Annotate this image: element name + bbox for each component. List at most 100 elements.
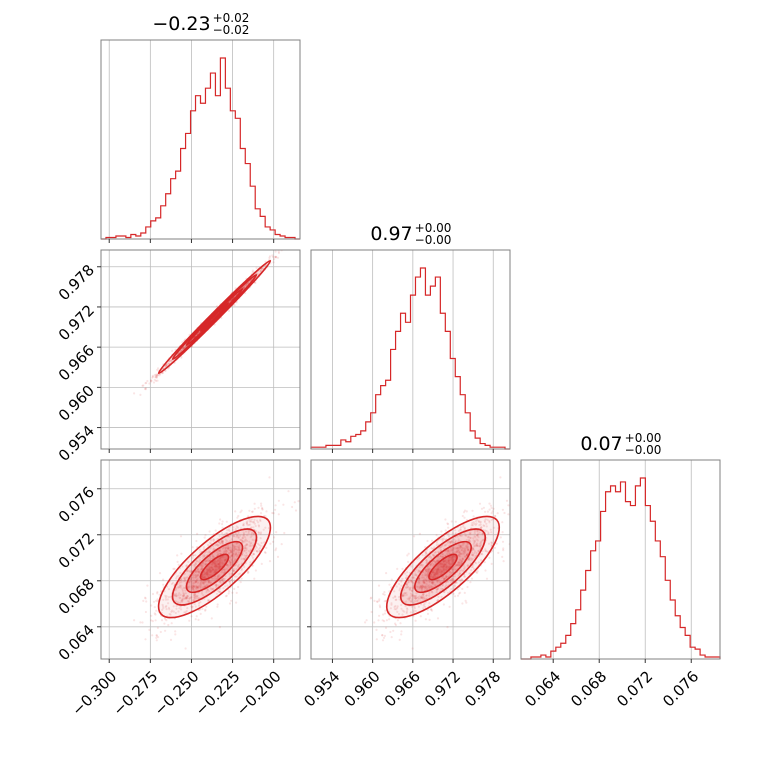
- hist-panel-0: −0.23 +0.02−0.02: [100, 11, 301, 243]
- sample-point: [251, 271, 254, 274]
- sample-point: [249, 542, 252, 545]
- sample-point: [457, 564, 460, 567]
- sample-point: [390, 602, 393, 605]
- sample-point: [259, 270, 262, 273]
- sample-point: [177, 574, 180, 577]
- sample-point: [235, 555, 239, 558]
- sample-point: [432, 554, 435, 557]
- sample-point: [213, 563, 216, 566]
- sample-point: [215, 584, 218, 587]
- sample-point: [215, 305, 219, 308]
- sample-point: [222, 578, 225, 581]
- sample-point: [412, 611, 415, 614]
- sample-point: [449, 541, 452, 544]
- sample-point: [417, 581, 420, 584]
- sample-point: [273, 258, 276, 261]
- sample-point: [435, 534, 438, 537]
- sample-point: [174, 611, 177, 615]
- sample-point: [232, 526, 235, 529]
- sample-point: [454, 555, 457, 558]
- sample-point: [275, 547, 278, 550]
- sample-point: [401, 594, 404, 597]
- sample-point: [390, 578, 393, 581]
- sample-point: [398, 589, 401, 592]
- sample-point: [148, 382, 151, 385]
- sample-point: [238, 548, 241, 552]
- sample-point: [230, 550, 233, 553]
- sample-point: [451, 571, 454, 574]
- sample-point: [146, 379, 149, 383]
- sample-point: [235, 575, 238, 578]
- sample-point: [244, 549, 247, 552]
- sample-point: [463, 550, 466, 553]
- sample-point: [177, 594, 180, 597]
- sample-point: [441, 584, 444, 587]
- sample-point: [523, 509, 525, 511]
- sample-point: [455, 547, 458, 550]
- sample-point: [211, 566, 214, 569]
- sample-point: [407, 586, 410, 589]
- sample-point: [201, 567, 204, 570]
- density-contour: [428, 553, 458, 581]
- sample-point: [451, 559, 454, 563]
- hist-panel-1: 0.97 +0.00−0.00: [310, 221, 511, 453]
- sample-point: [398, 582, 401, 586]
- sample-point: [268, 560, 272, 563]
- sample-point: [440, 572, 443, 575]
- sample-point: [415, 585, 418, 588]
- sample-point: [430, 547, 433, 550]
- sample-point: [229, 560, 232, 564]
- sample-point: [179, 535, 183, 538]
- sample-point: [210, 573, 213, 576]
- sample-point: [477, 549, 480, 553]
- sample-point: [406, 571, 409, 574]
- density-contour: [157, 515, 272, 619]
- sample-point: [159, 590, 163, 593]
- sample-point: [194, 580, 197, 584]
- sample-point: [213, 562, 216, 565]
- sample-point: [174, 588, 177, 592]
- sample-point: [451, 577, 454, 580]
- sample-point: [490, 541, 493, 544]
- sample-point: [443, 563, 446, 566]
- sample-point: [203, 580, 206, 583]
- sample-point: [474, 544, 477, 548]
- sample-point: [221, 540, 224, 544]
- sample-point: [436, 568, 439, 571]
- sample-point: [479, 540, 482, 543]
- sample-point: [212, 538, 215, 541]
- sample-point: [169, 595, 172, 599]
- sample-point: [396, 567, 399, 571]
- sample-point: [456, 564, 459, 567]
- sample-point: [224, 595, 227, 598]
- sample-point: [215, 583, 218, 586]
- sample-point: [195, 587, 198, 590]
- sample-point: [453, 584, 456, 587]
- x-tick-label: 0.072: [613, 667, 656, 710]
- sample-point: [428, 586, 431, 589]
- sample-point: [463, 526, 466, 529]
- sample-point: [228, 580, 232, 583]
- sample-point: [430, 557, 433, 560]
- sample-point: [456, 540, 460, 543]
- sample-point: [218, 566, 221, 569]
- sample-point: [405, 600, 408, 603]
- sample-point: [447, 565, 450, 568]
- sample-point: [223, 558, 226, 562]
- sample-point: [483, 520, 486, 524]
- sample-point: [484, 510, 487, 513]
- sample-point: [427, 569, 430, 572]
- sample-point: [230, 558, 233, 561]
- sample-point: [192, 582, 195, 585]
- sample-point: [248, 518, 251, 521]
- sample-point: [488, 521, 491, 524]
- sample-point: [217, 590, 220, 593]
- sample-point: [485, 525, 488, 528]
- sample-point: [466, 553, 469, 556]
- sample-point: [244, 547, 247, 550]
- sample-point: [195, 562, 198, 565]
- sample-point: [261, 267, 264, 270]
- sample-point: [180, 577, 183, 580]
- sample-point: [265, 510, 268, 513]
- sample-point: [249, 523, 252, 526]
